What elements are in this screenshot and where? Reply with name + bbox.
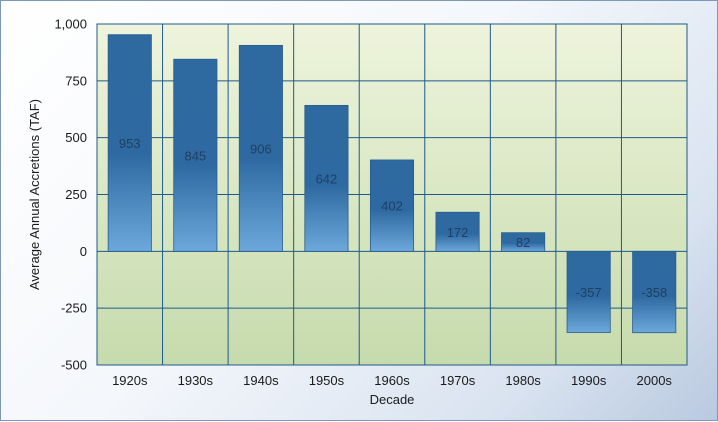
data-label-1930s: 845 bbox=[184, 148, 206, 163]
data-label-1990s: -357 bbox=[576, 285, 602, 300]
y-tick-label: 0 bbox=[80, 244, 87, 259]
x-tick-label: 1950s bbox=[309, 373, 345, 388]
x-tick-label: 1990s bbox=[571, 373, 607, 388]
y-tick-label: -250 bbox=[61, 301, 87, 316]
x-axis-ticks: 1920s 1930s 1940s 1950s 1960s 1970s 1980s 1990s… bbox=[112, 373, 672, 388]
y-axis-title: Average Annual Accretions (TAF) bbox=[27, 99, 42, 290]
x-tick-label: 2000s bbox=[637, 373, 673, 388]
data-label-1920s: 953 bbox=[119, 136, 141, 151]
y-tick-label: 750 bbox=[65, 73, 87, 88]
x-tick-label: 1920s bbox=[112, 373, 148, 388]
x-tick-label: 1930s bbox=[178, 373, 214, 388]
data-label-1970s: 172 bbox=[447, 225, 469, 240]
x-tick-label: 1960s bbox=[374, 373, 410, 388]
y-tick-label: -500 bbox=[61, 358, 87, 373]
data-label-1960s: 402 bbox=[381, 199, 403, 214]
data-label-1980s: 82 bbox=[516, 235, 530, 250]
y-tick-label: 1,000 bbox=[54, 17, 87, 32]
x-tick-label: 1940s bbox=[243, 373, 279, 388]
data-label-1950s: 642 bbox=[316, 171, 338, 186]
x-axis-title: Decade bbox=[370, 392, 415, 407]
y-axis-ticks: -500 -250 0 250 500 750 1,000 bbox=[54, 17, 87, 373]
data-label-2000s: -358 bbox=[641, 285, 667, 300]
y-tick-label: 250 bbox=[65, 187, 87, 202]
data-label-1940s: 906 bbox=[250, 141, 272, 156]
x-tick-label: 1980s bbox=[505, 373, 541, 388]
x-tick-label: 1970s bbox=[440, 373, 476, 388]
y-tick-label: 500 bbox=[65, 130, 87, 145]
